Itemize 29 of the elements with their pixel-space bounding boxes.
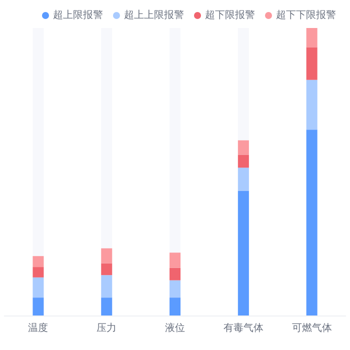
bar — [32, 277, 44, 298]
x-tick-label: 可燃气体 — [292, 322, 332, 334]
bar — [170, 298, 181, 316]
bar — [101, 275, 112, 298]
bar — [101, 263, 112, 276]
bar — [238, 168, 249, 191]
bar — [306, 28, 318, 48]
bar — [306, 80, 318, 130]
x-tick-label: 温度 — [28, 322, 48, 334]
bar — [101, 248, 112, 264]
bar — [238, 154, 249, 168]
bar — [170, 252, 181, 268]
bar — [32, 267, 44, 278]
legend-label: 超下限报警 — [205, 10, 255, 21]
legend-label: 超下下限报警 — [276, 10, 336, 21]
bar — [238, 140, 249, 155]
bar — [101, 298, 112, 316]
x-tick-label: 液位 — [165, 322, 185, 334]
bar — [306, 130, 318, 316]
bar — [306, 47, 318, 80]
bar — [32, 256, 44, 268]
bar — [170, 268, 181, 280]
bar — [32, 298, 44, 316]
x-tick-label: 压力 — [96, 322, 117, 334]
bar — [170, 280, 181, 298]
legend-label: 超上限报警 — [53, 10, 103, 21]
bar — [238, 190, 249, 316]
x-tick-label: 有毒气体 — [223, 322, 264, 334]
legend-label: 超上上限报警 — [124, 10, 184, 21]
